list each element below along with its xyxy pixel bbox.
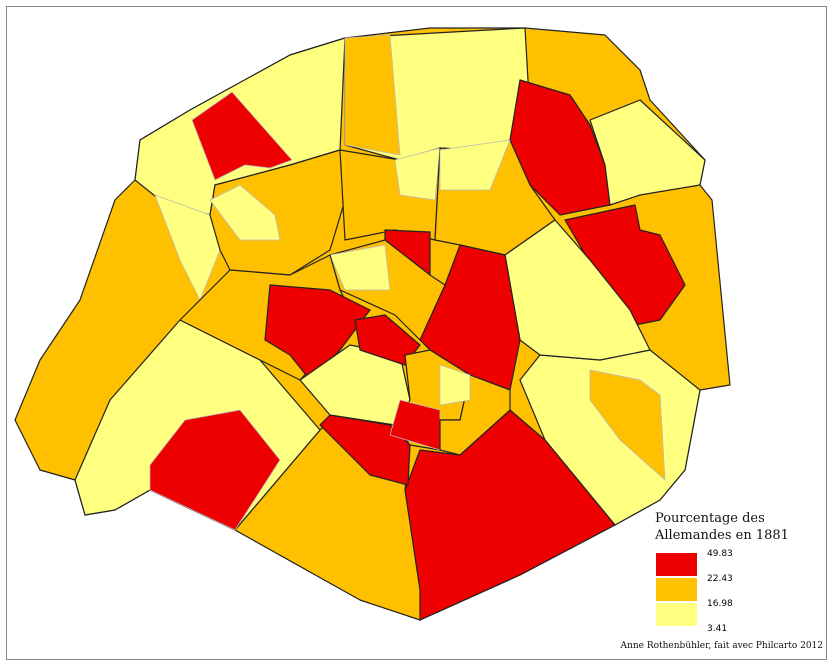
district xyxy=(154,194,221,301)
district xyxy=(439,139,511,191)
legend-title: Pourcentage des Allemandes en 1881 xyxy=(655,511,789,543)
district xyxy=(209,149,346,276)
district xyxy=(149,409,281,531)
legend-break-label: 49.83 xyxy=(707,549,733,559)
credit: Anne Rothenbühler, fait avec Philcarto 2… xyxy=(620,641,823,651)
district xyxy=(191,91,293,181)
legend-break-label: 3.41 xyxy=(707,624,727,634)
district xyxy=(439,364,471,406)
district xyxy=(209,184,281,241)
legend-swatch xyxy=(656,603,697,626)
district xyxy=(589,369,666,481)
legend-break-label: 16.98 xyxy=(707,599,733,609)
district xyxy=(504,219,651,361)
district xyxy=(439,374,511,456)
district xyxy=(329,244,391,291)
frame xyxy=(6,6,827,660)
legend-break-label: 22.43 xyxy=(707,574,733,584)
legend-swatch xyxy=(656,553,697,576)
districts xyxy=(14,27,731,621)
district xyxy=(394,147,441,201)
legend: 49.83 22.43 16.98 3.41 xyxy=(656,549,733,634)
district xyxy=(344,34,401,156)
district xyxy=(589,99,706,206)
legend-swatch xyxy=(656,578,697,601)
